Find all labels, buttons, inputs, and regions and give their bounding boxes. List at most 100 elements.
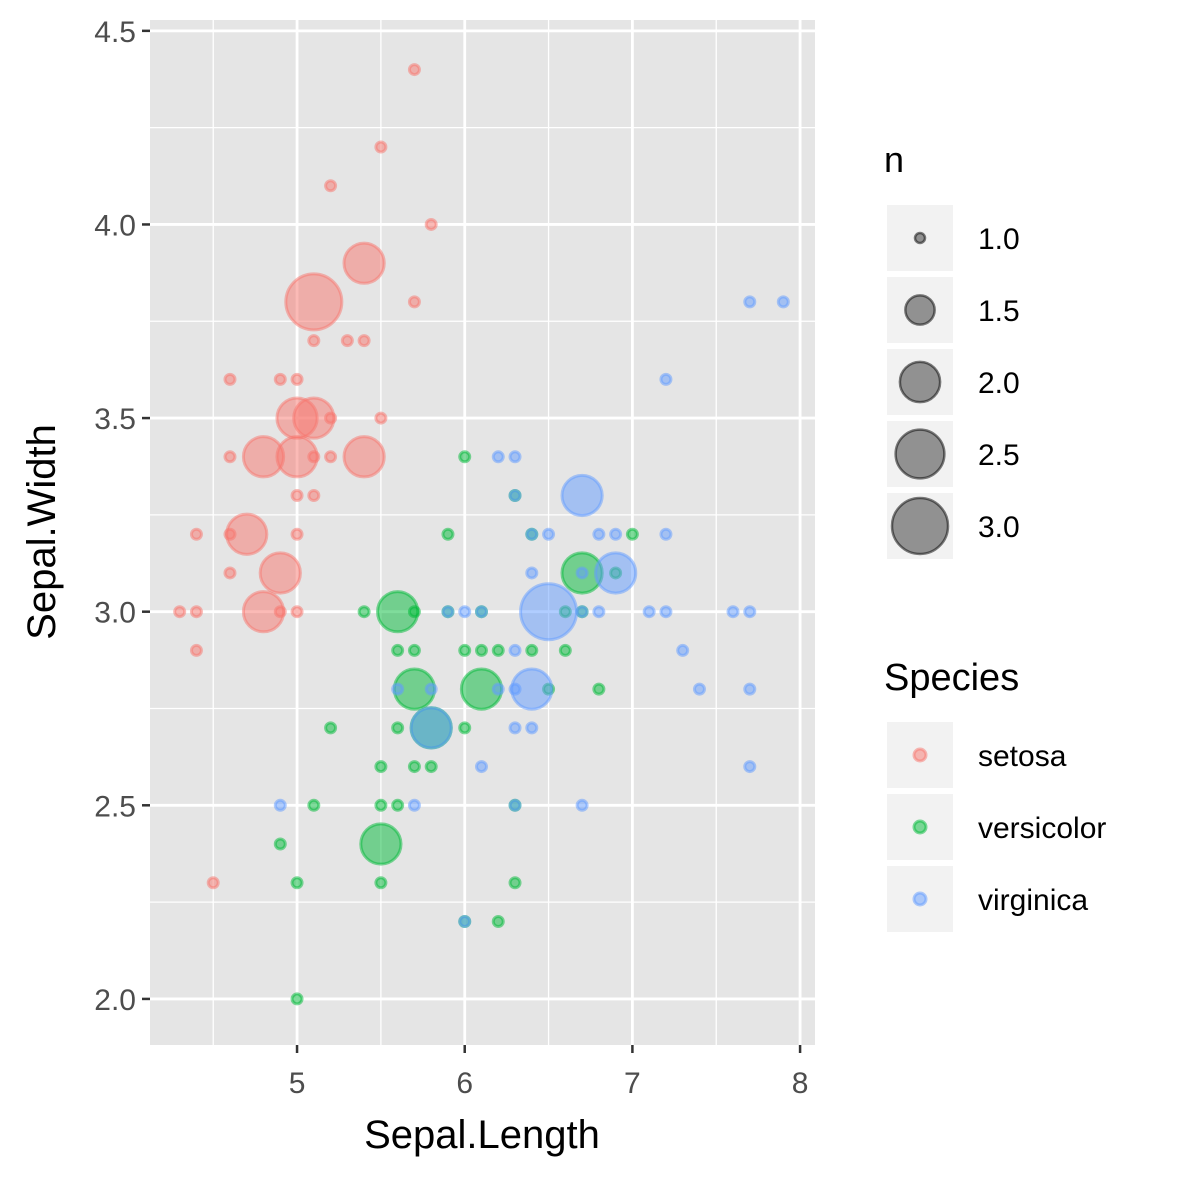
point-versicolor	[441, 527, 455, 541]
legend-size-circle	[904, 294, 936, 326]
point-versicolor	[391, 798, 405, 812]
point-setosa	[407, 63, 421, 77]
point-virginica	[458, 605, 472, 619]
point-versicolor	[391, 643, 405, 657]
y-axis-title: Sepal.Width	[20, 424, 64, 640]
point-virginica	[525, 527, 539, 541]
point-virginica	[508, 798, 522, 812]
point-virginica	[776, 295, 790, 309]
point-virginica	[458, 914, 472, 928]
point-versicolor	[290, 992, 304, 1006]
point-virginica	[508, 489, 522, 503]
x-axis-title: Sepal.Length	[364, 1113, 600, 1157]
point-setosa	[206, 876, 220, 890]
point-setosa	[223, 450, 237, 464]
point-setosa	[275, 396, 319, 440]
point-virginica	[692, 682, 706, 696]
point-setosa	[189, 643, 203, 657]
point-versicolor	[374, 760, 388, 774]
point-virginica	[491, 682, 505, 696]
point-versicolor	[458, 643, 472, 657]
y-tick-label: 3.0	[94, 597, 136, 630]
point-setosa	[290, 605, 304, 619]
x-tick-label: 8	[792, 1067, 809, 1100]
point-setosa	[324, 411, 338, 425]
legend-size-label: 1.0	[978, 223, 1020, 256]
point-versicolor	[458, 721, 472, 735]
point-virginica	[525, 566, 539, 580]
legend-size-label: 2.5	[978, 439, 1020, 472]
y-tick-label: 4.5	[94, 16, 136, 49]
point-virginica	[743, 682, 757, 696]
point-versicolor	[324, 721, 338, 735]
point-virginica	[592, 605, 606, 619]
legend-key	[887, 493, 953, 559]
point-virginica	[609, 527, 623, 541]
point-virginica	[726, 605, 740, 619]
point-virginica	[407, 798, 421, 812]
point-versicolor	[491, 643, 505, 657]
point-virginica	[441, 605, 455, 619]
legend-key	[887, 349, 953, 415]
axes: 5 6 7 8 2.0 2.5 3.0 3.5 4.0 4.5	[94, 16, 808, 1100]
point-setosa	[223, 527, 237, 541]
point-virginica	[542, 527, 556, 541]
point-virginica	[642, 605, 656, 619]
point-versicolor	[491, 914, 505, 928]
size-legend-title: n	[884, 139, 904, 180]
point-virginica	[474, 605, 488, 619]
point-versicolor	[625, 527, 639, 541]
legend-size-circle	[913, 231, 927, 245]
point-virginica	[659, 372, 673, 386]
point-setosa	[424, 217, 438, 231]
legend-key	[887, 205, 953, 271]
point-virginica	[491, 450, 505, 464]
point-setosa	[324, 179, 338, 193]
point-virginica	[676, 643, 690, 657]
point-setosa	[290, 489, 304, 503]
size-legend: n 1.0 1.5 2.0 2.5 3.0	[884, 139, 1020, 559]
point-virginica	[659, 605, 673, 619]
point-setosa	[407, 295, 421, 309]
point-setosa	[307, 489, 321, 503]
point-versicolor	[407, 760, 421, 774]
point-virginica	[743, 605, 757, 619]
point-versicolor	[357, 605, 371, 619]
point-versicolor	[290, 876, 304, 890]
point-setosa	[189, 527, 203, 541]
point-versicolor	[359, 822, 403, 866]
x-tick-label: 6	[456, 1067, 473, 1100]
legend-key	[887, 277, 953, 343]
x-tick-label: 7	[624, 1067, 641, 1100]
point-setosa	[290, 372, 304, 386]
point-virginica	[743, 760, 757, 774]
point-versicolor	[374, 798, 388, 812]
point-setosa	[258, 551, 302, 595]
point-versicolor	[592, 682, 606, 696]
legend-species-label: versicolor	[978, 812, 1106, 845]
point-versicolor	[525, 643, 539, 657]
point-setosa	[223, 566, 237, 580]
point-setosa	[241, 590, 286, 634]
point-setosa	[307, 334, 321, 348]
point-setosa	[290, 527, 304, 541]
y-tick-label: 3.5	[94, 403, 136, 436]
point-virginica	[592, 527, 606, 541]
point-setosa	[241, 435, 286, 479]
point-versicolor	[391, 721, 405, 735]
point-setosa	[342, 241, 386, 285]
legend-species-point	[912, 747, 928, 763]
point-setosa	[307, 450, 321, 464]
legend-size-label: 1.5	[978, 295, 1020, 328]
point-setosa	[324, 450, 338, 464]
legend-size-label: 3.0	[978, 511, 1020, 544]
point-virginica	[575, 566, 589, 580]
point-virginica	[508, 721, 522, 735]
legend-species-label: setosa	[978, 740, 1067, 773]
y-tick-label: 4.0	[94, 209, 136, 242]
point-versicolor	[307, 798, 321, 812]
point-versicolor	[458, 450, 472, 464]
legend-size-circle	[894, 428, 946, 480]
point-versicolor	[508, 876, 522, 890]
